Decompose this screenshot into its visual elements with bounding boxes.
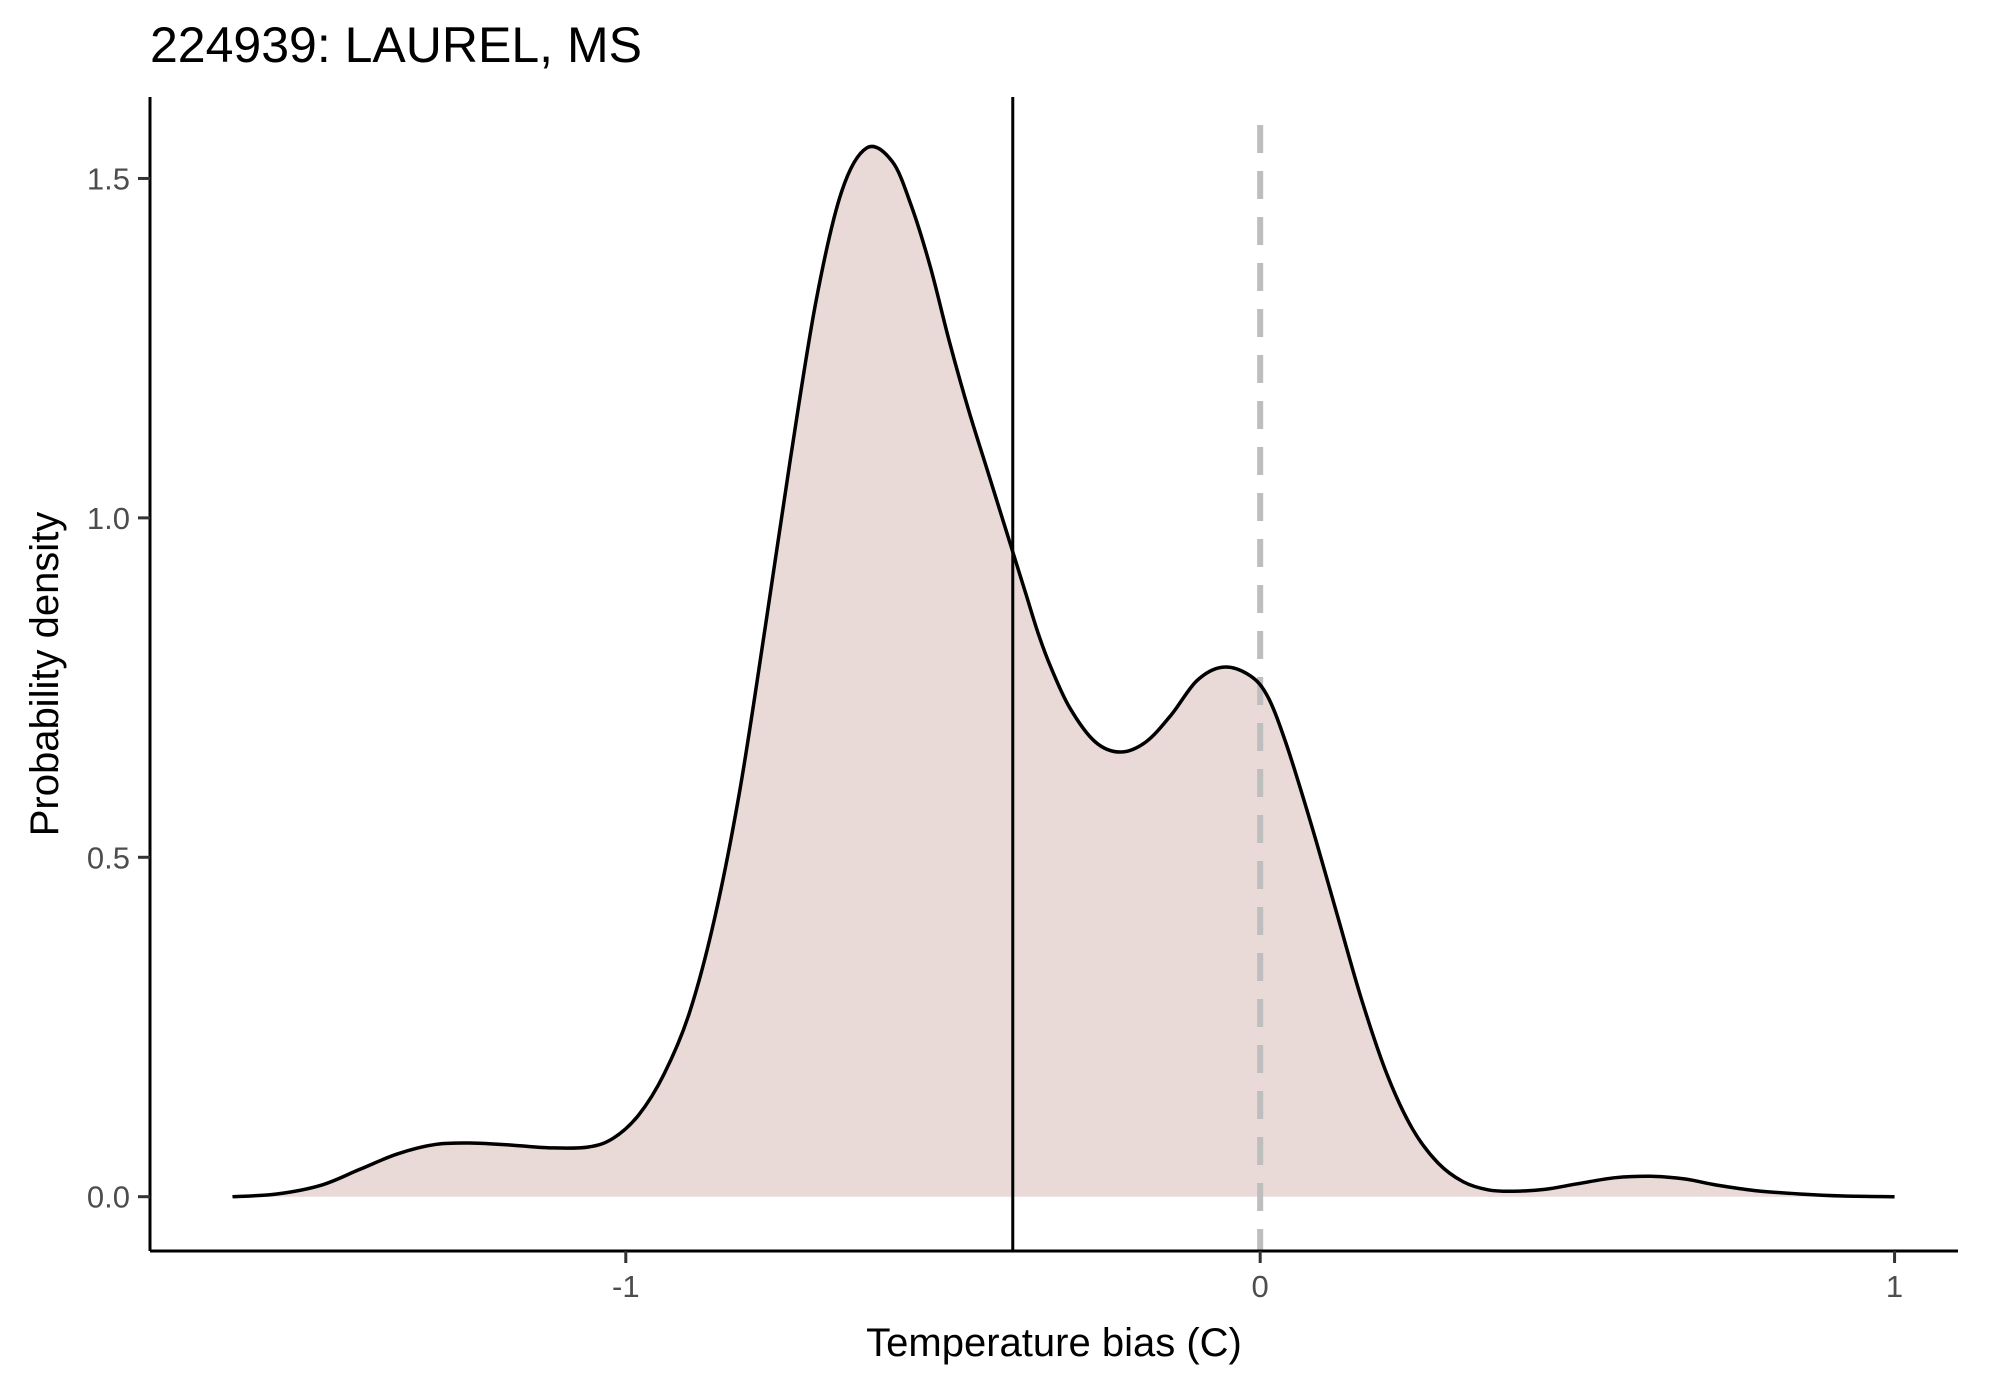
x-tick-label: -1	[612, 1269, 640, 1304]
plot-area	[232, 97, 1895, 1251]
x-tick-label: 1	[1886, 1269, 1903, 1304]
x-axis-title: Temperature bias (C)	[866, 1321, 1242, 1365]
density-curve	[232, 144, 1895, 1199]
y-tick-label: 1.5	[87, 161, 130, 196]
density-area	[232, 146, 1895, 1197]
y-tick-label: 0.5	[87, 840, 130, 875]
x-tick-label: 0	[1252, 1269, 1269, 1304]
y-tick-label: 0.0	[87, 1180, 130, 1215]
y-axis-title: Probability density	[23, 512, 67, 837]
y-axis-ticks: 0.0 0.5 1.0 1.5	[87, 161, 150, 1215]
x-axis-ticks: -1 0 1	[612, 1251, 1903, 1304]
chart-title: 224939: LAUREL, MS	[150, 17, 642, 73]
y-tick-label: 1.0	[87, 501, 130, 536]
